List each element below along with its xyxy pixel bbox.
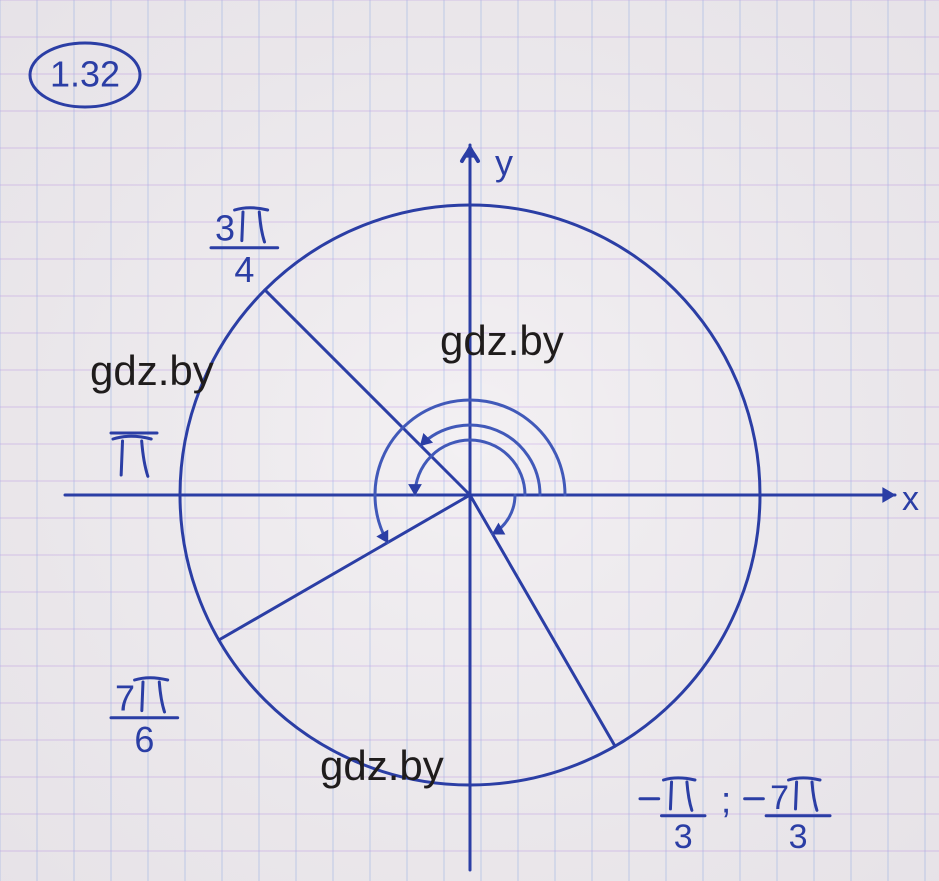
watermark-text: gdz.by (320, 742, 444, 789)
label-3pi4-den: 4 (234, 249, 254, 290)
label-7pi6-num: 7 (115, 678, 135, 719)
x-axis-label: x (902, 480, 919, 518)
watermark-text: gdz.by (90, 347, 214, 394)
problem-number: 1.32 (50, 54, 120, 95)
y-axis-label: y (495, 142, 513, 183)
semicolon: ; (721, 778, 731, 820)
page-root: 1.32xy34763;73gdz.bygdz.bygdz.by (0, 0, 939, 881)
diagram-svg: 1.32xy34763;73gdz.bygdz.bygdz.by (0, 0, 939, 881)
label-7pi6-den: 6 (134, 719, 154, 760)
label-3pi4-num: 3 (215, 208, 235, 249)
watermark-text: gdz.by (440, 317, 564, 364)
label-frac-7π3-den: 3 (789, 818, 808, 856)
label-frac-7π3-num: 7 (770, 779, 789, 817)
label-frac-π3-den: 3 (674, 818, 693, 856)
